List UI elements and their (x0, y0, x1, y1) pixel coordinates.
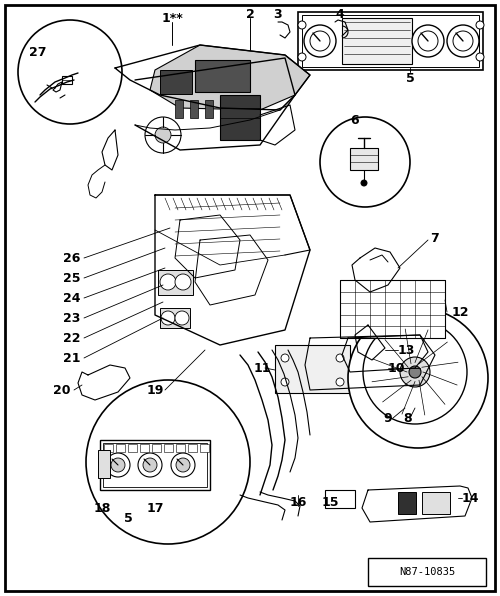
Text: 26: 26 (64, 252, 80, 265)
Text: 14: 14 (462, 492, 479, 504)
Bar (422, 492, 450, 514)
Circle shape (155, 127, 171, 143)
Bar (160, 308, 190, 328)
Bar (302, 15, 479, 67)
Bar (100, 440, 210, 490)
Circle shape (175, 274, 191, 290)
Circle shape (320, 117, 410, 207)
Circle shape (298, 21, 306, 29)
Text: 19: 19 (146, 383, 164, 396)
Circle shape (453, 31, 473, 51)
Text: N87-10835: N87-10835 (399, 567, 455, 577)
Bar (200, 444, 209, 452)
Bar (275, 345, 350, 393)
Circle shape (418, 31, 438, 51)
Bar (195, 60, 250, 92)
Circle shape (336, 354, 344, 362)
Bar (350, 148, 378, 170)
Circle shape (160, 274, 176, 290)
Text: 11: 11 (254, 362, 271, 374)
Bar (398, 492, 416, 514)
Bar (152, 444, 161, 452)
Text: 3: 3 (274, 8, 282, 20)
Bar (325, 490, 355, 508)
Text: 18: 18 (94, 501, 110, 514)
Text: 25: 25 (63, 272, 81, 284)
Text: 1**: 1** (161, 11, 183, 24)
Circle shape (281, 354, 289, 362)
Circle shape (400, 357, 430, 387)
Bar (342, 18, 412, 64)
Circle shape (304, 25, 336, 57)
Text: 7: 7 (430, 231, 439, 244)
Circle shape (447, 25, 479, 57)
Text: 15: 15 (321, 495, 339, 508)
Text: 16: 16 (290, 495, 306, 508)
Bar (103, 443, 207, 487)
Text: 22: 22 (63, 331, 81, 344)
Circle shape (409, 366, 421, 378)
Bar (98, 450, 110, 478)
Circle shape (310, 31, 330, 51)
Bar (164, 444, 173, 452)
Bar (104, 444, 113, 452)
Bar (62, 76, 72, 84)
Text: 5: 5 (124, 511, 132, 524)
Circle shape (111, 458, 125, 472)
Text: 6: 6 (350, 113, 360, 126)
Circle shape (281, 378, 289, 386)
Circle shape (143, 458, 157, 472)
Text: 5: 5 (406, 72, 414, 85)
Bar (188, 444, 197, 452)
Bar (160, 70, 192, 94)
Circle shape (336, 378, 344, 386)
Bar (158, 270, 193, 295)
Circle shape (161, 311, 175, 325)
Circle shape (175, 311, 189, 325)
Circle shape (138, 453, 162, 477)
Text: 2: 2 (246, 8, 254, 20)
Bar (116, 444, 125, 452)
Text: 24: 24 (63, 291, 81, 305)
Circle shape (476, 21, 484, 29)
Bar (176, 444, 185, 452)
Circle shape (348, 308, 488, 448)
Bar (340, 280, 445, 338)
Circle shape (476, 53, 484, 61)
Circle shape (171, 453, 195, 477)
Circle shape (176, 458, 190, 472)
Text: 13: 13 (398, 343, 415, 356)
Circle shape (298, 53, 306, 61)
Bar (175, 100, 183, 118)
Text: 27: 27 (29, 45, 47, 58)
Circle shape (18, 20, 122, 124)
Text: 23: 23 (64, 312, 80, 324)
Bar (128, 444, 137, 452)
Circle shape (412, 25, 444, 57)
Circle shape (86, 380, 250, 544)
Polygon shape (150, 45, 310, 110)
Bar (220, 95, 260, 140)
Text: 20: 20 (53, 383, 71, 396)
Text: 17: 17 (146, 501, 164, 514)
Bar (298, 12, 483, 70)
Bar (368, 558, 486, 586)
Circle shape (363, 320, 467, 424)
Bar (140, 444, 149, 452)
Circle shape (361, 180, 367, 186)
Circle shape (106, 453, 130, 477)
Circle shape (145, 117, 181, 153)
Text: 9: 9 (384, 411, 392, 424)
Text: 12: 12 (452, 306, 469, 318)
Text: 8: 8 (404, 411, 412, 424)
Text: 4: 4 (336, 8, 344, 20)
Text: 21: 21 (63, 352, 81, 365)
Text: 10: 10 (388, 362, 406, 374)
Bar (205, 100, 213, 118)
Bar (190, 100, 198, 118)
